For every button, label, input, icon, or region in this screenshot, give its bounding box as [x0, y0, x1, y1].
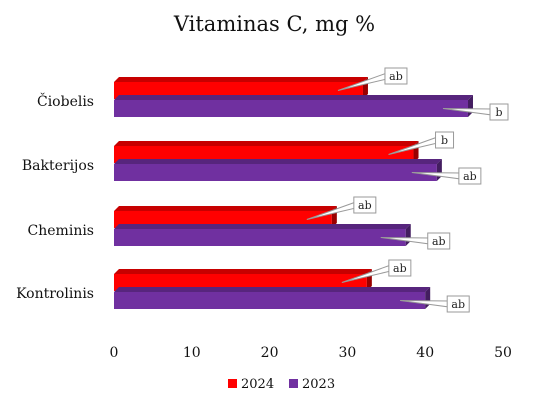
annotation-bakterijos-2023-label: ab — [463, 170, 477, 183]
bar-cheminis-2023 — [114, 229, 406, 246]
annotation-ciobelis-2024-box — [384, 67, 408, 85]
annotation-kontrolinis-2024-label: ab — [393, 262, 407, 275]
annotation-ciobelis-2023-label: b — [495, 106, 502, 119]
legend-swatch-2024 — [228, 379, 237, 388]
annotation-kontrolinis-2023-label: ab — [451, 298, 465, 311]
annotation-ciobelis-2023-box — [489, 103, 509, 121]
annotation-bakterijos-2023-box — [458, 167, 482, 185]
chart-title: Vitaminas C, mg % — [173, 12, 376, 36]
x-tick-label-40: 40 — [416, 345, 434, 361]
annotation-ciobelis-2024-label: ab — [389, 70, 403, 83]
bar-bakterijos-2023-top — [114, 159, 442, 164]
legend-label-2023: 2023 — [302, 377, 335, 392]
x-tick-label-20: 20 — [261, 345, 279, 361]
annotation-cheminis-2024-box — [353, 196, 377, 214]
annotation-cheminis-2023-label: ab — [432, 235, 446, 248]
bar-cheminis-2024-top — [114, 206, 337, 211]
bar-bakterijos-2024 — [114, 146, 414, 163]
bar-ciobelis-2024 — [114, 82, 363, 99]
category-label-cheminis: Cheminis — [28, 223, 94, 239]
annotation-kontrolinis-2024-box — [388, 259, 412, 277]
bar-cheminis-2023-top — [114, 224, 411, 229]
category-label-bakterijos: Bakterijos — [22, 158, 94, 174]
bar-cheminis-2024 — [114, 211, 332, 228]
bar-ciobelis-2024-top — [114, 77, 368, 82]
category-label-kontrolinis: Kontrolinis — [16, 286, 94, 302]
category-label-ciobelis: Čiobelis — [37, 92, 94, 110]
bar-kontrolinis-2024 — [114, 274, 367, 291]
annotation-cheminis-2023-box — [427, 232, 451, 250]
annotation-bakterijos-2024-box — [435, 131, 455, 149]
x-tick-label-30: 30 — [338, 345, 356, 361]
x-tick-label-0: 0 — [110, 345, 119, 361]
bar-kontrolinis-2024-top — [114, 269, 372, 274]
annotation-kontrolinis-2023-box — [446, 295, 470, 313]
bar-bakterijos-2023 — [114, 164, 437, 181]
x-tick-label-50: 50 — [494, 345, 512, 361]
legend-label-2024: 2024 — [241, 377, 274, 392]
bar-kontrolinis-2023-top — [114, 287, 431, 292]
bar-kontrolinis-2023 — [114, 292, 426, 309]
x-tick-label-10: 10 — [183, 345, 201, 361]
bar-ciobelis-2023-top — [114, 95, 473, 100]
legend-swatch-2023 — [289, 379, 298, 388]
annotation-bakterijos-2024-label: b — [441, 134, 448, 147]
bar-bakterijos-2024-top — [114, 141, 419, 146]
annotation-cheminis-2024-label: ab — [358, 199, 372, 212]
bar-ciobelis-2023 — [114, 100, 468, 117]
